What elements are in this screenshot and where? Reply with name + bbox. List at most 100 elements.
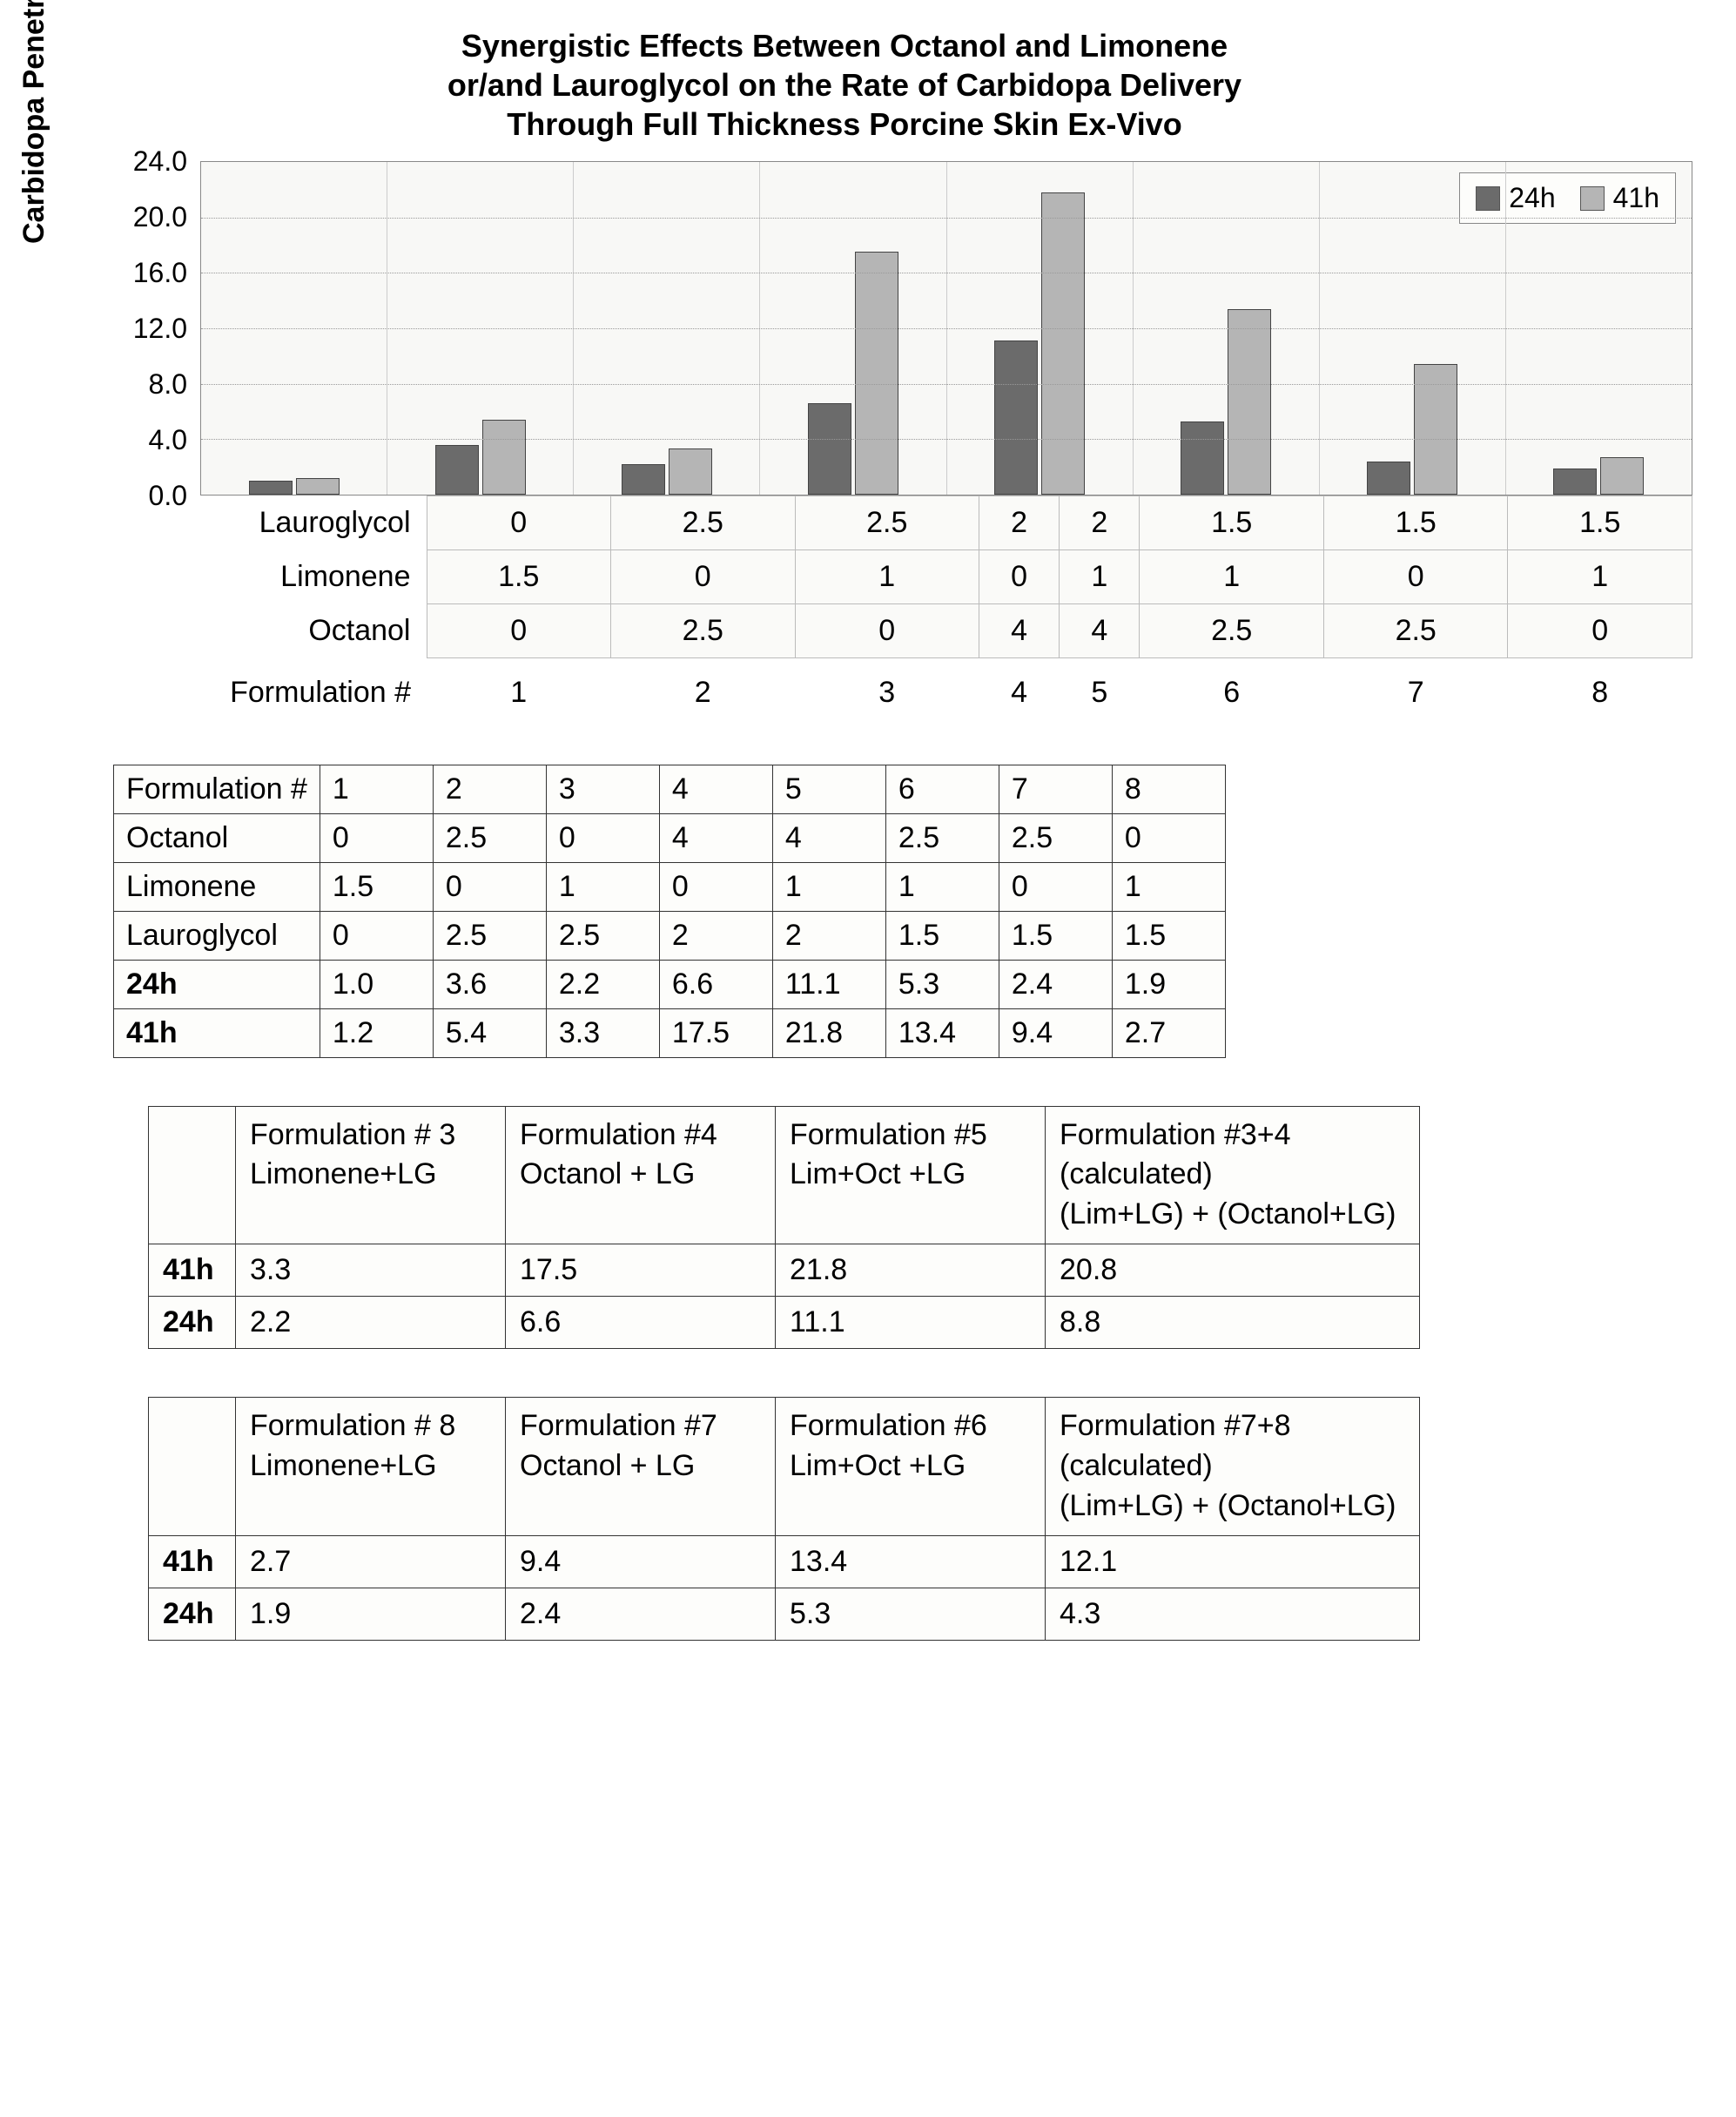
axis-cell: 2 — [979, 496, 1060, 550]
table-cell: Formulation # — [114, 765, 320, 813]
table-cell: 3.3 — [236, 1244, 506, 1297]
table-cell: 12.1 — [1046, 1535, 1420, 1588]
table-cell: 6 — [885, 765, 999, 813]
axis-cell: 2.5 — [795, 496, 979, 550]
table-header-cell: Formulation #4Octanol + LG — [506, 1106, 776, 1244]
table-cell: 3.3 — [546, 1008, 659, 1057]
table-cell: 9.4 — [999, 1008, 1112, 1057]
table-cell: 4 — [659, 813, 772, 862]
table-cell: 2.2 — [546, 960, 659, 1008]
table-cell: 11.1 — [776, 1297, 1046, 1349]
table-cell: 1.2 — [320, 1008, 433, 1057]
table-cell: 21.8 — [772, 1008, 885, 1057]
table-cell: 6.6 — [659, 960, 772, 1008]
bar-41h — [482, 420, 526, 495]
table-cell: 1 — [1112, 862, 1225, 911]
table-cell: 17.5 — [659, 1008, 772, 1057]
table-cell: 5.3 — [885, 960, 999, 1008]
axis-cell: 2.5 — [1323, 604, 1508, 658]
bar-41h — [1600, 457, 1644, 495]
table-cell: Limonene — [114, 862, 320, 911]
table-header-cell: Formulation # 3Limonene+LG — [236, 1106, 506, 1244]
table-cell: 1.5 — [320, 862, 433, 911]
table-header-cell: Formulation #3+4(calculated)(Lim+LG) + (… — [1046, 1106, 1420, 1244]
table-cell: 0 — [999, 862, 1112, 911]
comparison-table-3-4-5: Formulation # 3Limonene+LGFormulation #4… — [148, 1106, 1420, 1350]
bar-41h — [669, 448, 712, 495]
table-cell: 1 — [772, 862, 885, 911]
table-cell: 5.4 — [433, 1008, 546, 1057]
table-cell: 0 — [1112, 813, 1225, 862]
table-header-cell — [149, 1398, 236, 1536]
table-cell: 1.5 — [885, 911, 999, 960]
table-cell: 1.5 — [1112, 911, 1225, 960]
table-cell: 20.8 — [1046, 1244, 1420, 1297]
bar-24h — [994, 340, 1038, 495]
axis-cell: 2.5 — [611, 496, 796, 550]
axis-row-label: Octanol — [200, 604, 427, 658]
table-cell: 6.6 — [506, 1297, 776, 1349]
table-header-cell: Formulation #6Lim+Oct +LG — [776, 1398, 1046, 1536]
table-cell: 4 — [772, 813, 885, 862]
table-cell: 24h — [114, 960, 320, 1008]
table-cell: 17.5 — [506, 1244, 776, 1297]
axis-cell: 2 — [1060, 496, 1140, 550]
table-cell: 2 — [433, 765, 546, 813]
bar-24h — [435, 445, 479, 495]
table-cell: 2.7 — [236, 1535, 506, 1588]
axis-cell: 1 — [1508, 550, 1692, 604]
bar-24h — [249, 481, 293, 495]
y-tick: 0.0 — [44, 496, 187, 551]
table-cell: 2.4 — [999, 960, 1112, 1008]
table-cell: 2.5 — [999, 813, 1112, 862]
axis-cell: 2.5 — [611, 604, 796, 658]
table-cell: 13.4 — [885, 1008, 999, 1057]
table-cell: 0 — [320, 911, 433, 960]
table-cell: 24h — [149, 1297, 236, 1349]
table-header-cell: Formulation #7Octanol + LG — [506, 1398, 776, 1536]
table-cell: 2 — [659, 911, 772, 960]
table-cell: 4.3 — [1046, 1588, 1420, 1640]
table-cell: 5 — [772, 765, 885, 813]
axis-cell: 1 — [1140, 550, 1324, 604]
bar-41h — [296, 478, 340, 495]
table-header-cell: Formulation #7+8(calculated)(Lim+LG) + (… — [1046, 1398, 1420, 1536]
table-cell: 9.4 — [506, 1535, 776, 1588]
table-header-cell: Formulation # 8Limonene+LG — [236, 1398, 506, 1536]
axis-cell: 3 — [795, 658, 979, 712]
axis-cell: 2 — [611, 658, 796, 712]
table-header-cell — [149, 1106, 236, 1244]
axis-cell: 2.5 — [1140, 604, 1324, 658]
table-cell: 1 — [320, 765, 433, 813]
table-cell: 13.4 — [776, 1535, 1046, 1588]
axis-cell: 0 — [611, 550, 796, 604]
axis-cell: 1 — [795, 550, 979, 604]
table-cell: 0 — [433, 862, 546, 911]
bar-41h — [855, 252, 898, 495]
table-cell: 2.5 — [433, 911, 546, 960]
axis-cell: 4 — [979, 604, 1060, 658]
bar-24h — [1553, 469, 1597, 495]
table-cell: 3 — [546, 765, 659, 813]
bar-24h — [808, 403, 851, 495]
axis-cell: 0 — [1323, 550, 1508, 604]
table-cell: 2.5 — [546, 911, 659, 960]
axis-cell: 0 — [1508, 604, 1692, 658]
axis-cell: 0 — [427, 496, 611, 550]
axis-cell: 0 — [427, 604, 611, 658]
axis-cell: 7 — [1323, 658, 1508, 712]
table-cell: 41h — [114, 1008, 320, 1057]
chart-title: Synergistic Effects Between Octanol and … — [322, 26, 1367, 144]
table-cell: 8 — [1112, 765, 1225, 813]
comparison-table-8-7-6: Formulation # 8Limonene+LGFormulation #7… — [148, 1397, 1420, 1641]
axis-row-label: Formulation # — [200, 658, 427, 712]
chart-section: Carbidopa Penetration (mg/cm2) Synergist… — [44, 26, 1692, 712]
axis-cell: 1.5 — [1323, 496, 1508, 550]
table-cell: 1.9 — [236, 1588, 506, 1640]
table-cell: 2.4 — [506, 1588, 776, 1640]
axis-row-label: Lauroglycol — [200, 496, 427, 550]
axis-cell: 4 — [979, 658, 1060, 712]
table-cell: 21.8 — [776, 1244, 1046, 1297]
table-cell: 3.6 — [433, 960, 546, 1008]
table-cell: 2.5 — [885, 813, 999, 862]
